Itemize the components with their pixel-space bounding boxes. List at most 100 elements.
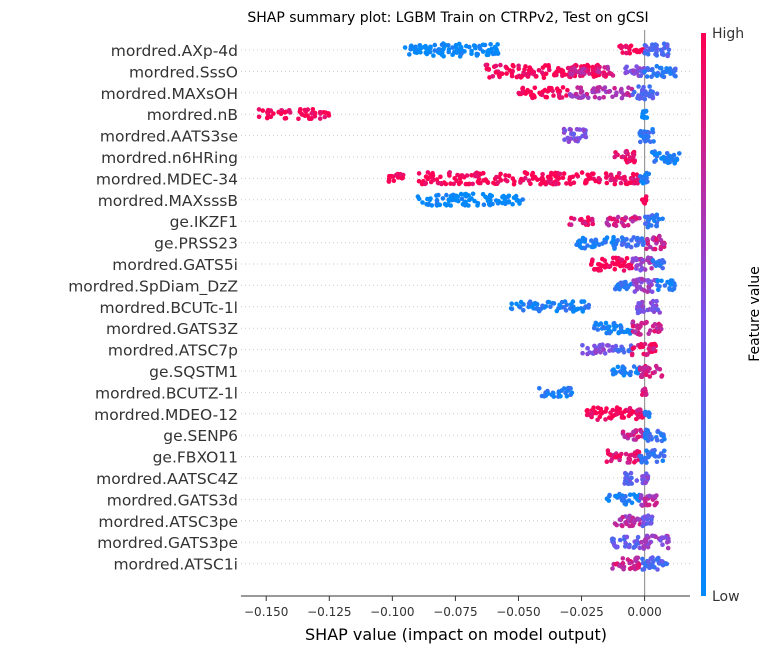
shap-point — [298, 107, 303, 112]
shap-point — [645, 236, 650, 242]
shap-point — [517, 201, 522, 206]
shap-point — [434, 198, 440, 203]
shap-point — [598, 350, 603, 355]
shap-point — [517, 305, 523, 310]
shap-point — [622, 544, 628, 549]
shap-point — [617, 537, 623, 543]
shap-point — [432, 48, 438, 53]
shap-point — [635, 408, 640, 413]
shap-point — [614, 408, 619, 414]
shap-point — [665, 536, 671, 542]
shap-point — [391, 178, 397, 184]
shap-point — [611, 367, 616, 372]
shap-point — [596, 346, 601, 352]
shap-point — [278, 111, 284, 117]
shap-point — [438, 181, 444, 186]
shap-point — [645, 137, 650, 143]
shap-point — [475, 200, 481, 206]
shap-point — [661, 434, 666, 439]
feature-label: mordred.ATSC7p — [108, 342, 238, 360]
feature-label: mordred.AATSC4Z — [96, 470, 238, 488]
shap-point — [658, 538, 663, 543]
shap-point — [639, 95, 644, 101]
shap-point — [640, 242, 646, 247]
shap-point — [632, 89, 637, 95]
shap-point — [638, 493, 644, 498]
shap-point — [640, 257, 645, 263]
shap-point — [580, 235, 586, 241]
shap-point — [444, 203, 449, 208]
shap-point — [548, 304, 553, 310]
shap-point — [655, 437, 660, 443]
feature-label: mordred.SssO — [129, 63, 238, 81]
shap-point — [480, 42, 486, 48]
shap-point — [451, 192, 456, 198]
shap-point — [627, 371, 632, 377]
shap-point — [581, 128, 586, 134]
shap-point — [651, 558, 656, 564]
shap-point — [542, 394, 547, 399]
shap-point — [651, 451, 656, 456]
shap-point — [538, 181, 543, 187]
shap-point — [641, 309, 646, 314]
shap-point — [644, 74, 650, 79]
shap-point — [649, 67, 655, 72]
shap-point — [571, 131, 576, 137]
shap-point — [496, 73, 502, 78]
shap-point — [438, 174, 443, 180]
shap-point — [652, 370, 657, 375]
shap-point — [647, 244, 653, 250]
feature-label: mordred.GATS5i — [112, 256, 238, 274]
shap-point — [613, 371, 618, 376]
feature-row-points — [610, 363, 665, 380]
feature-row-points — [508, 298, 662, 316]
shap-point — [638, 267, 644, 272]
shap-point — [631, 364, 637, 369]
shap-point — [655, 307, 661, 313]
shap-point — [318, 111, 323, 116]
feature-label: ge.PRSS23 — [154, 235, 238, 253]
shap-point — [469, 196, 474, 201]
shap-point — [590, 89, 595, 95]
shap-point — [507, 68, 513, 73]
shap-point — [459, 51, 464, 57]
feature-label: mordred.GATS3d — [107, 491, 238, 509]
shap-point — [632, 544, 637, 550]
shap-point — [625, 181, 630, 187]
shap-point — [573, 91, 579, 97]
shap-point — [654, 91, 660, 96]
shap-point — [562, 128, 568, 133]
shap-point — [473, 173, 478, 179]
x-tick-label: −0.150 — [244, 605, 288, 619]
shap-point — [458, 180, 464, 185]
shap-point — [627, 492, 633, 498]
feature-row-points — [612, 148, 682, 166]
shap-point — [539, 70, 545, 75]
shap-point — [589, 410, 594, 416]
feature-row-points — [415, 191, 649, 208]
shap-point — [493, 63, 499, 69]
shap-point — [660, 542, 665, 547]
shap-point — [536, 68, 542, 73]
shap-point — [643, 392, 649, 398]
shap-point — [645, 352, 650, 357]
shap-point — [665, 545, 671, 551]
shap-point — [613, 343, 619, 349]
shap-point — [623, 215, 628, 220]
shap-point — [621, 222, 626, 228]
shap-point — [638, 365, 643, 371]
shap-point — [592, 266, 597, 272]
shap-point — [287, 110, 293, 115]
shap-point — [639, 374, 645, 380]
shap-point — [546, 299, 552, 305]
shap-point — [612, 181, 618, 187]
shap-point — [649, 307, 655, 313]
shap-point — [454, 178, 459, 184]
shap-point — [638, 68, 644, 74]
shap-point — [510, 176, 516, 181]
shap-point — [600, 342, 605, 348]
shap-point — [578, 73, 583, 79]
shap-point — [594, 88, 600, 93]
shap-point — [634, 68, 640, 74]
shap-point — [631, 563, 637, 569]
